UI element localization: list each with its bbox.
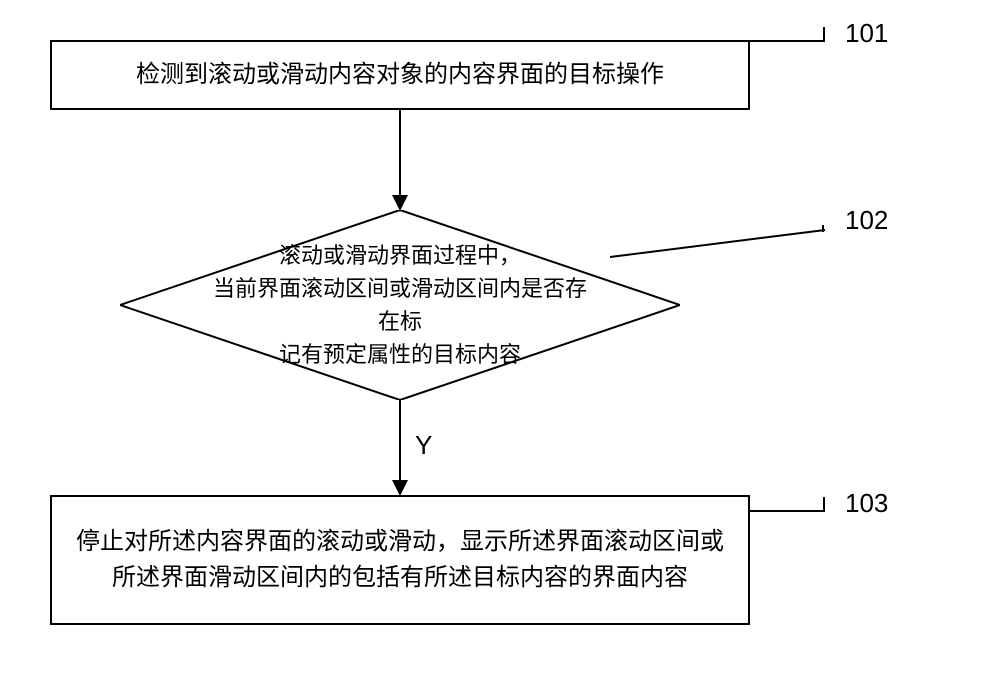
arrow-2-label: Y: [415, 430, 432, 461]
step2-text: 滚动或滑动界面过程中， 当前界面滚动区间或滑动区间内是否存在标 记有预定属性的目…: [210, 239, 590, 371]
arrow-2-line: [399, 400, 401, 480]
step2-line2: 当前界面滚动区间或滑动区间内是否存在标: [210, 272, 590, 338]
leader-line-1h: [750, 40, 825, 42]
arrow-1-head: [392, 195, 408, 211]
process-step-1: 检测到滚动或滑动内容对象的内容界面的目标操作: [50, 40, 750, 110]
step2-line3: 记有预定属性的目标内容: [210, 338, 590, 371]
ref-number-1: 101: [845, 18, 888, 49]
leader-line-1v: [823, 27, 825, 42]
step2-text-container: 滚动或滑动界面过程中， 当前界面滚动区间或滑动区间内是否存在标 记有预定属性的目…: [120, 210, 680, 400]
step3-text: 停止对所述内容界面的滚动或滑动，显示所述界面滚动区间或所述界面滑动区间内的包括有…: [72, 524, 728, 596]
leader-line-3h: [750, 510, 825, 512]
arrow-1-line: [399, 110, 401, 195]
step2-line1: 滚动或滑动界面过程中，: [210, 239, 590, 272]
decision-step-2: 滚动或滑动界面过程中， 当前界面滚动区间或滑动区间内是否存在标 记有预定属性的目…: [120, 210, 680, 400]
step1-text: 检测到滚动或滑动内容对象的内容界面的目标操作: [136, 57, 664, 93]
process-step-3: 停止对所述内容界面的滚动或滑动，显示所述界面滚动区间或所述界面滑动区间内的包括有…: [50, 495, 750, 625]
arrow-2-head: [392, 480, 408, 496]
leader-line-3v: [823, 497, 825, 512]
leader-line-2: [610, 225, 840, 265]
flowchart-diagram: 检测到滚动或滑动内容对象的内容界面的目标操作 101 滚动或滑动界面过程中， 当…: [0, 0, 1000, 675]
ref-number-3: 103: [845, 488, 888, 519]
ref-number-2: 102: [845, 205, 888, 236]
